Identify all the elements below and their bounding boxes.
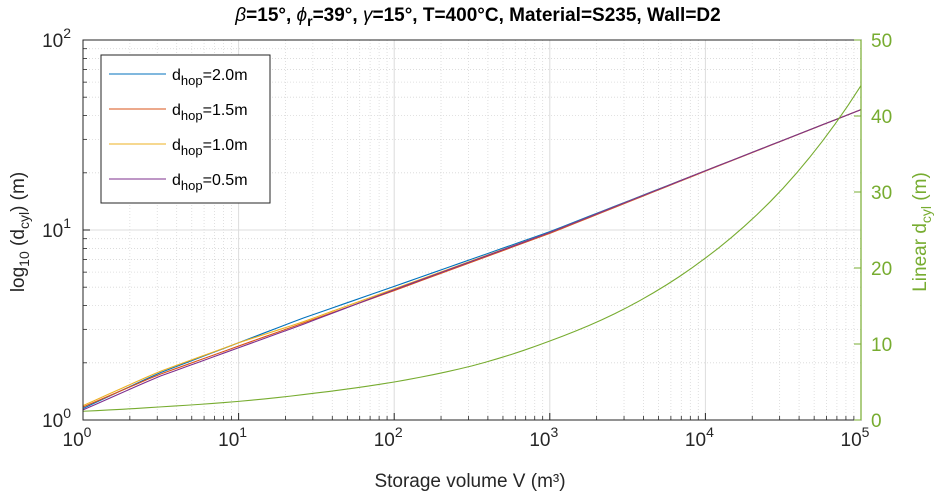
ylabel-left-sub2: cyl xyxy=(16,212,32,229)
legend-entry: dhop=2.0m xyxy=(172,67,248,88)
legend-entry-sub: hop xyxy=(181,178,203,193)
x-tick-label: 103 xyxy=(529,424,558,451)
x-tick-label-base: 10 xyxy=(685,430,706,451)
x-tick-label-base: 10 xyxy=(841,430,862,451)
x-tick-label-base: 10 xyxy=(218,430,239,451)
series-layer xyxy=(82,85,862,412)
legend-entry: dhop=1.5m xyxy=(172,102,248,123)
ylabel-left-mid: (d xyxy=(8,229,29,251)
title-beta-value: =15°, xyxy=(246,5,296,26)
ylabel-left-main: log xyxy=(8,267,29,292)
ylabel-right-main: Linear d xyxy=(910,223,931,292)
x-tick-label: 104 xyxy=(685,424,714,451)
linear-dcyl-line xyxy=(82,85,862,412)
y-left-tick-label-base: 10 xyxy=(42,31,63,52)
y-left-tick-label-exp: 1 xyxy=(63,215,71,231)
x-tick-label-exp: 0 xyxy=(84,424,92,440)
ylabel-left-end: ) (m) xyxy=(8,172,29,212)
title-beta: β xyxy=(234,5,246,26)
y-left-tick-label-exp: 0 xyxy=(63,405,71,421)
title-rest: =15°, T=400°C, Material=S235, Wall=D2 xyxy=(372,5,720,26)
y-left-tick-label-base: 10 xyxy=(42,221,63,242)
x-tick-label-exp: 4 xyxy=(706,424,714,440)
y-right-tick-label: 30 xyxy=(871,183,892,204)
y-right-tick-label: 50 xyxy=(871,31,892,52)
y-right-tick-label: 0 xyxy=(871,411,882,432)
ylabel-left-sub1: 10 xyxy=(16,251,32,267)
legend-entry-value: =0.5m xyxy=(203,172,248,189)
legend-entry-value: =1.5m xyxy=(203,102,248,119)
y-left-tick-label: 102 xyxy=(42,25,71,52)
y-right-tick-label: 20 xyxy=(871,259,892,280)
title-gamma: γ xyxy=(363,5,374,26)
series-line-4 xyxy=(82,109,862,411)
y-left-tick-label: 100 xyxy=(42,405,71,432)
ylabel-right-end: (m) xyxy=(910,172,931,206)
x-tick-label-base: 10 xyxy=(374,430,395,451)
y-axis-right-label: Linear dcyl (m) xyxy=(910,172,934,292)
legend-entry-sub: hop xyxy=(181,73,203,88)
title-phi-sub: r xyxy=(307,13,313,29)
x-tick-label: 101 xyxy=(218,424,247,451)
legend-entry: dhop=1.0m xyxy=(172,137,248,158)
legend-entry-main: d xyxy=(172,102,181,119)
legend-entry: dhop=0.5m xyxy=(172,172,248,193)
legend-entry-value: =2.0m xyxy=(203,67,248,84)
x-tick-label: 100 xyxy=(63,424,92,451)
y-right-tick-label: 10 xyxy=(871,335,892,356)
ylabel-right-sub: cyl xyxy=(918,206,934,223)
x-tick-label-exp: 1 xyxy=(239,424,247,440)
y-left-tick-label-base: 10 xyxy=(42,411,63,432)
x-tick-label: 102 xyxy=(374,424,403,451)
x-tick-label-exp: 3 xyxy=(550,424,558,440)
y-right-tick-label: 40 xyxy=(871,107,892,128)
chart-title: β=15°, ϕr=39°, γ=15°, T=400°C, Material=… xyxy=(234,5,720,29)
legend-box xyxy=(100,54,271,204)
legend-entry-value: =1.0m xyxy=(203,137,248,154)
y-axis-left-label: log10 (dcyl) (m) xyxy=(8,172,32,292)
legend-entry-sub: hop xyxy=(181,108,203,123)
x-tick-label: 105 xyxy=(841,424,870,451)
x-tick-label-base: 10 xyxy=(529,430,550,451)
legend-entry-sub: hop xyxy=(181,143,203,158)
x-tick-label-exp: 5 xyxy=(862,424,870,440)
y-left-tick-label: 101 xyxy=(42,215,71,242)
x-tick-label-base: 10 xyxy=(63,430,84,451)
x-tick-label-exp: 2 xyxy=(395,424,403,440)
title-phi-value: =39°, xyxy=(313,5,363,26)
legend-entry-main: d xyxy=(172,172,181,189)
legend-entry-main: d xyxy=(172,67,181,84)
legend-entry-main: d xyxy=(172,137,181,154)
y-left-tick-label-exp: 2 xyxy=(63,25,71,41)
title-phi: ϕ xyxy=(297,5,308,26)
x-axis-label: Storage volume V (m³) xyxy=(374,471,565,492)
